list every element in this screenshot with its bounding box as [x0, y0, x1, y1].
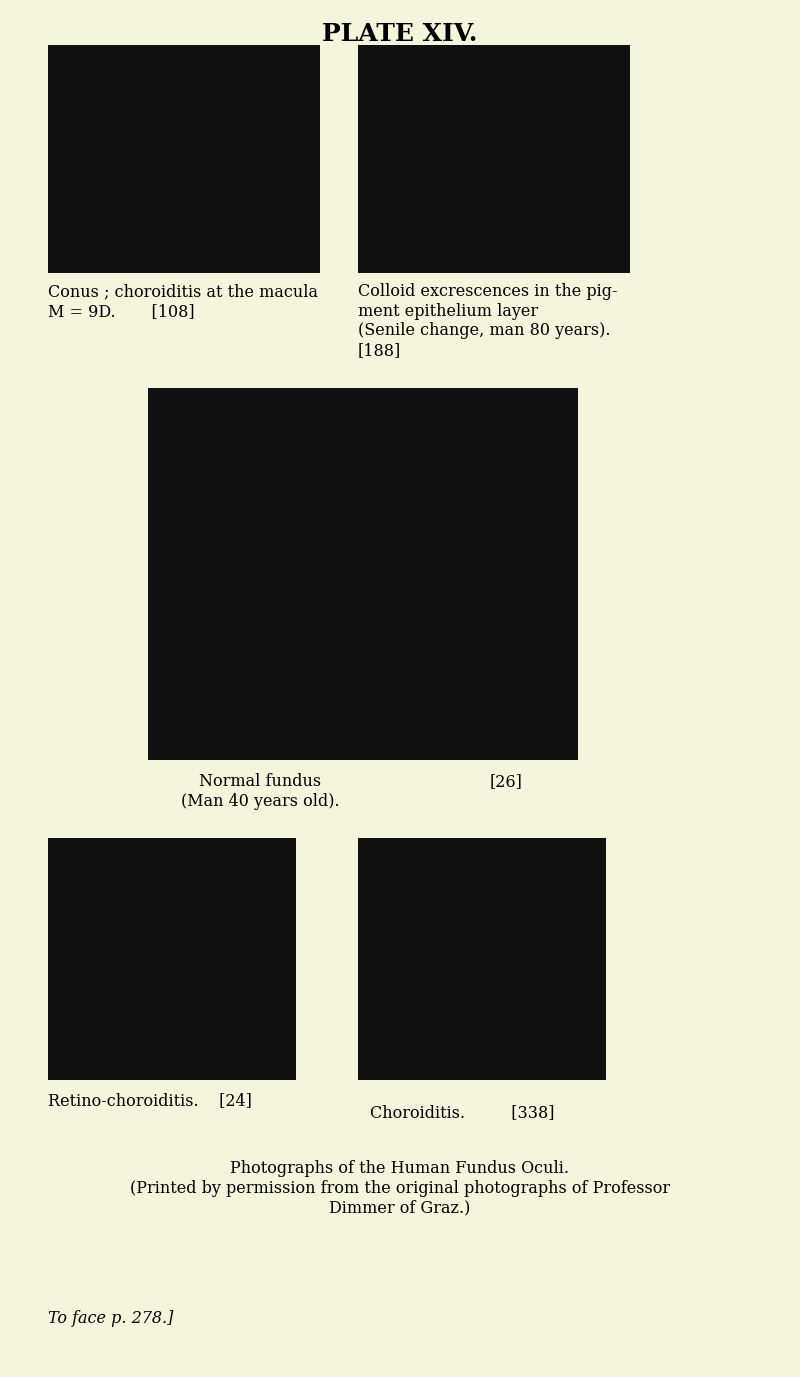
- Text: [26]: [26]: [490, 772, 523, 790]
- Bar: [48, 45, 320, 273]
- Text: Colloid excrescences in the pig-
ment epithelium layer
(Senile change, man 80 ye: Colloid excrescences in the pig- ment ep…: [358, 284, 618, 359]
- Text: To face p. 278.]: To face p. 278.]: [48, 1310, 174, 1327]
- Bar: [48, 839, 296, 1080]
- Text: Choroiditis.         [338]: Choroiditis. [338]: [370, 1104, 554, 1121]
- Text: Conus ; choroiditis at the macula
M = 9D.       [108]: Conus ; choroiditis at the macula M = 9D…: [48, 284, 318, 319]
- Bar: [148, 388, 578, 760]
- Text: PLATE XIV.: PLATE XIV.: [322, 22, 478, 45]
- Text: Retino-choroiditis.    [24]: Retino-choroiditis. [24]: [48, 1092, 252, 1108]
- Text: Normal fundus
(Man 40 years old).: Normal fundus (Man 40 years old).: [181, 772, 339, 810]
- Bar: [358, 45, 630, 273]
- Text: Photographs of the Human Fundus Oculi.
(Printed by permission from the original : Photographs of the Human Fundus Oculi. (…: [130, 1159, 670, 1216]
- Bar: [358, 839, 606, 1080]
